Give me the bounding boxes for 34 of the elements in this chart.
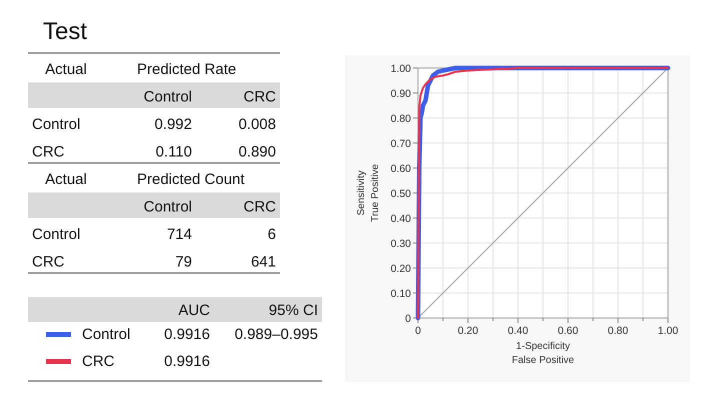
legend-label: Control: [82, 326, 130, 343]
y-tick-label: 0.70: [390, 138, 412, 150]
text: 0.9916: [164, 326, 210, 343]
legend-label: CRC: [82, 353, 115, 370]
y-tick-label: 0.10: [390, 288, 412, 300]
x-tick-label: 0.40: [508, 325, 528, 337]
text: AUC 95% CI: [178, 302, 318, 319]
text: Actual Predicted Rate: [45, 60, 236, 78]
y-tick-label: 0.40: [390, 213, 412, 225]
y-tick-label: 0: [405, 313, 412, 325]
text: Control CRC: [144, 198, 276, 216]
text: Actual Predicted Count: [45, 170, 245, 188]
y-tick-label: 0.80: [390, 113, 412, 125]
x-tick-label: 0.60: [558, 325, 578, 337]
text: Test: [43, 18, 88, 45]
text: 0.989–0.995: [234, 326, 318, 343]
y-tick-label: 0.60: [390, 163, 412, 175]
text: 0.9916: [164, 353, 210, 370]
text: CRC 79 641: [32, 253, 276, 270]
text: Control CRC: [144, 88, 276, 106]
x-tick-label: 0.20: [458, 325, 478, 337]
x-tick-label: 0: [415, 325, 422, 337]
x-tick-label: 1.00: [658, 325, 678, 337]
y-tick-label: 0.50: [390, 188, 412, 200]
y-tick-label: 0.30: [390, 238, 412, 250]
text: Control 714 6: [32, 226, 276, 243]
text: CRC 0.110 0.890: [32, 143, 276, 160]
y-tick-label: 0.20: [390, 263, 412, 275]
y-axis-title: Sensitivity True Positive: [356, 164, 381, 222]
text: Control 0.992 0.008: [32, 116, 276, 133]
x-axis-title: 1-Specificity False Positive: [512, 341, 575, 366]
y-tick-label: 1.00: [390, 63, 412, 75]
x-tick-label: 0.80: [608, 325, 628, 337]
y-tick-label: 0.90: [390, 88, 412, 100]
